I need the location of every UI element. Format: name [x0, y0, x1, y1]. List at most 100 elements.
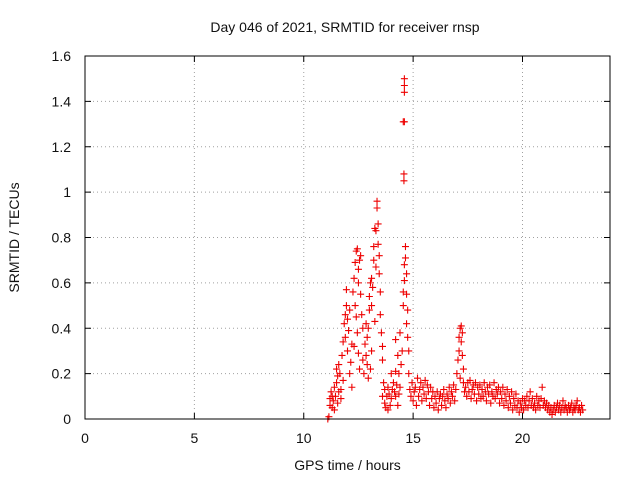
data-points: [324, 75, 587, 423]
data-point: [327, 388, 335, 396]
data-point: [516, 399, 524, 407]
data-point: [364, 374, 372, 382]
data-point: [445, 383, 453, 391]
axes: 0 0.2 0.4 0.6 0.8 1 1.2 1.4 1.6 0 5 10 15 20: [52, 48, 610, 446]
data-point: [366, 279, 374, 287]
data-point: [372, 227, 380, 235]
data-point: [368, 274, 376, 282]
data-point: [410, 388, 418, 396]
data-point: [426, 401, 434, 409]
data-point: [538, 383, 546, 391]
data-point: [440, 386, 448, 394]
data-point: [344, 347, 351, 355]
data-point: [408, 379, 416, 387]
data-point: [466, 376, 474, 384]
data-point: [449, 392, 456, 400]
data-point: [455, 347, 463, 355]
data-point: [501, 390, 509, 398]
data-point: [400, 261, 408, 269]
data-point: [420, 390, 428, 398]
data-point: [400, 75, 408, 83]
data-point: [442, 404, 450, 412]
data-point: [366, 365, 374, 373]
data-point: [520, 406, 528, 414]
data-point: [533, 392, 541, 400]
data-point: [467, 395, 475, 403]
data-point: [399, 302, 407, 310]
data-point: [339, 338, 347, 346]
y-tick-label: 1.4: [52, 93, 72, 109]
data-point: [363, 361, 371, 369]
data-point: [377, 329, 385, 337]
data-point: [381, 399, 389, 407]
data-point: [403, 270, 411, 278]
data-point: [329, 397, 337, 405]
data-point: [385, 390, 393, 398]
data-point: [451, 397, 459, 405]
x-axis-label: GPS time / hours: [294, 457, 401, 473]
data-point: [357, 290, 365, 298]
data-point: [374, 240, 382, 248]
data-point: [333, 365, 341, 373]
data-point: [468, 386, 476, 394]
data-point: [397, 361, 405, 369]
data-point: [444, 395, 452, 403]
data-point: [356, 365, 364, 373]
data-point: [379, 356, 386, 364]
data-point: [411, 383, 419, 391]
data-point: [523, 392, 531, 400]
data-point: [341, 333, 349, 341]
data-point: [419, 383, 427, 391]
data-point: [376, 311, 384, 319]
data-point: [365, 292, 373, 300]
data-point: [353, 329, 361, 337]
data-point: [359, 356, 367, 364]
data-point: [421, 376, 429, 384]
data-point: [379, 342, 386, 350]
data-point: [404, 306, 412, 314]
data-point: [373, 197, 381, 205]
data-point: [504, 404, 512, 412]
data-point: [331, 392, 339, 400]
data-point: [370, 256, 378, 264]
data-point: [401, 243, 409, 251]
data-point: [458, 329, 466, 337]
data-point: [505, 392, 513, 400]
data-point: [453, 370, 461, 378]
data-point: [394, 401, 402, 409]
data-point: [365, 306, 373, 314]
data-point: [568, 399, 576, 407]
data-point: [457, 322, 465, 330]
data-point: [401, 254, 409, 262]
data-point: [384, 383, 392, 391]
y-tick-label: 1.2: [52, 139, 72, 155]
data-point: [400, 177, 408, 185]
data-point: [400, 81, 408, 89]
data-point: [374, 220, 382, 228]
data-point: [333, 379, 341, 387]
x-tick-label: 0: [81, 430, 89, 446]
data-point: [456, 374, 464, 382]
y-axis-label: SRMTID / TECUs: [6, 182, 22, 292]
data-point: [496, 399, 504, 407]
data-point: [476, 381, 484, 389]
data-point: [457, 338, 465, 346]
data-point: [462, 383, 470, 391]
y-tick-label: 0.6: [52, 275, 72, 291]
data-point: [490, 379, 498, 387]
data-point: [405, 370, 413, 378]
data-point: [434, 406, 442, 414]
data-point: [427, 383, 435, 391]
data-point: [446, 399, 454, 407]
data-point: [358, 311, 366, 319]
data-point: [338, 351, 346, 359]
data-point: [404, 333, 412, 341]
data-point: [502, 397, 510, 405]
data-point: [450, 381, 458, 389]
data-point: [403, 290, 411, 298]
data-point: [354, 279, 362, 287]
y-tick-label: 1: [63, 184, 71, 200]
data-point: [351, 258, 359, 266]
data-point: [510, 395, 518, 403]
data-point: [387, 395, 395, 403]
